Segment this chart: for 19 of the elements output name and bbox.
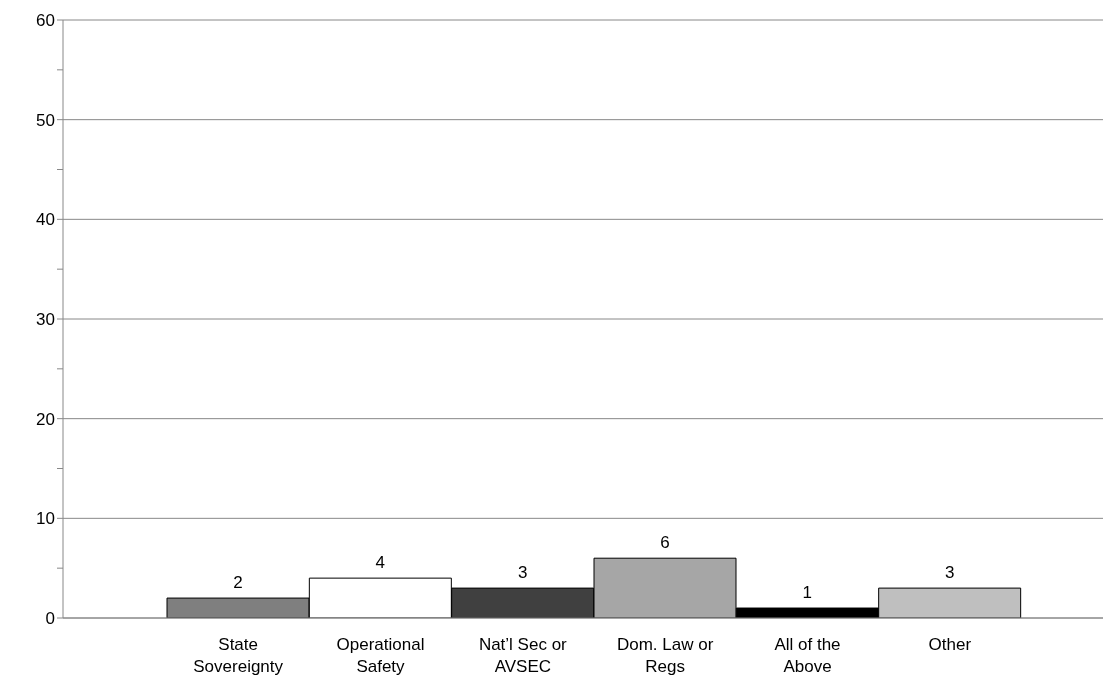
- x-tick-label: Nat’l Sec or AVSEC: [478, 635, 568, 676]
- data-label: 2: [233, 573, 243, 593]
- data-label: 1: [802, 583, 813, 603]
- data-label: 3: [944, 563, 955, 583]
- data-label: 6: [660, 533, 670, 553]
- y-tick-label: 50: [36, 110, 55, 130]
- x-tick-label: Other: [928, 635, 972, 654]
- y-tick-label: 40: [36, 210, 55, 230]
- data-label: 4: [375, 553, 386, 573]
- y-tick-label: 60: [36, 11, 55, 31]
- y-tick-label: 20: [36, 409, 55, 429]
- x-tick-label: State Sovereignty: [193, 635, 284, 676]
- x-tick-label: All of the Above: [774, 635, 841, 676]
- x-tick-label: Dom. Law or Regs: [616, 635, 714, 676]
- y-tick-label: 30: [36, 310, 55, 330]
- x-tick-label: Operational Safety: [336, 635, 425, 676]
- y-tick-label: 10: [36, 509, 55, 529]
- data-label: 3: [517, 563, 528, 583]
- y-tick-label: 0: [45, 609, 55, 629]
